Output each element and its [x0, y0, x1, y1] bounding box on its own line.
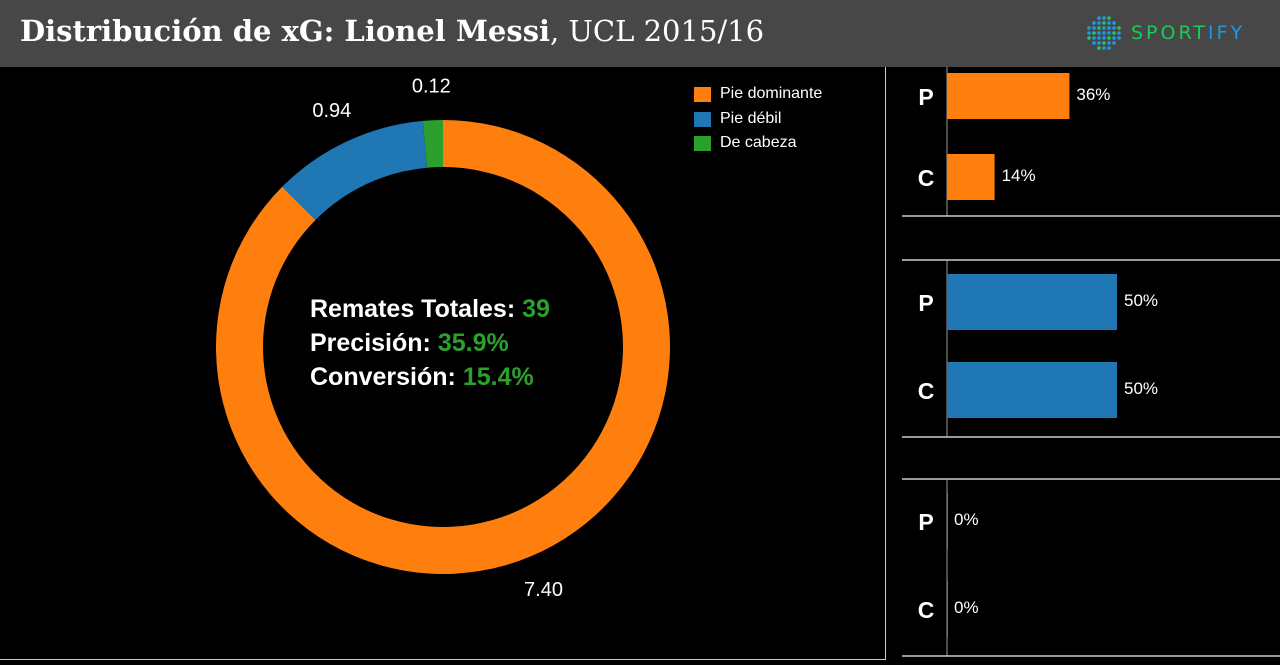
stat-accuracy: Precisión: 35.9% — [310, 329, 509, 357]
bar-value-label: 0% — [954, 598, 979, 617]
donut-chart: 7.40 0.94 0.12 — [215, 75, 670, 601]
bar-category: P — [918, 290, 933, 316]
legend-swatch — [694, 86, 711, 102]
donut-slice-2 — [422, 120, 443, 168]
bar-0-P — [947, 73, 1070, 119]
bar-value-label: 50% — [1124, 291, 1158, 310]
bar-category: C — [918, 597, 935, 623]
slice-label-1: 0.94 — [312, 100, 351, 122]
bar-value-label: 50% — [1124, 379, 1158, 398]
page-title: Distribución de xG: Lionel Messi, UCL 20… — [20, 14, 764, 48]
header: Distribución de xG: Lionel Messi, UCL 20… — [0, 0, 1280, 67]
stat-shots: Remates Totales: 39 — [310, 295, 550, 323]
bar-2-P — [947, 493, 948, 549]
bar-1-C — [947, 362, 1117, 418]
donut-slice-1 — [282, 120, 427, 220]
bar-0-C — [947, 154, 995, 200]
logo-part1: SPORT — [1131, 22, 1208, 44]
bar-category: C — [918, 378, 935, 404]
bar-value-label: 14% — [1002, 166, 1036, 185]
legend-item-header: De cabeza — [694, 134, 797, 152]
bar-value-label: 0% — [954, 510, 979, 529]
sportify-logo: SPORTIFY — [1085, 14, 1245, 52]
globe-icon — [1087, 16, 1121, 50]
bar-category: P — [918, 509, 933, 535]
legend-item-dominant: Pie dominante — [694, 85, 822, 103]
slice-label-0: 7.40 — [524, 579, 563, 601]
donut-panel: 7.40 0.94 0.12 Remates Totales: 39 Precisi… — [0, 67, 886, 660]
bar-panels: P 36% C 14% P 50% C 50% P 0% C 0% — [902, 67, 1280, 657]
stat-conversion: Conversión: 15.4% — [310, 363, 534, 391]
legend-item-weak: Pie débil — [694, 110, 781, 128]
legend-swatch — [694, 111, 711, 127]
bar-category: P — [918, 84, 933, 110]
logo-part2: IFY — [1207, 22, 1246, 44]
bar-2-C — [947, 581, 948, 637]
slice-label-2: 0.12 — [412, 75, 451, 97]
bar-1-P — [947, 274, 1117, 330]
bar-value-label: 36% — [1076, 85, 1110, 104]
title-bold: Distribución de xG: Lionel Messi — [20, 14, 551, 48]
legend-swatch — [694, 135, 711, 151]
title-rest: , UCL 2015/16 — [550, 14, 765, 48]
bar-category: C — [918, 165, 935, 191]
